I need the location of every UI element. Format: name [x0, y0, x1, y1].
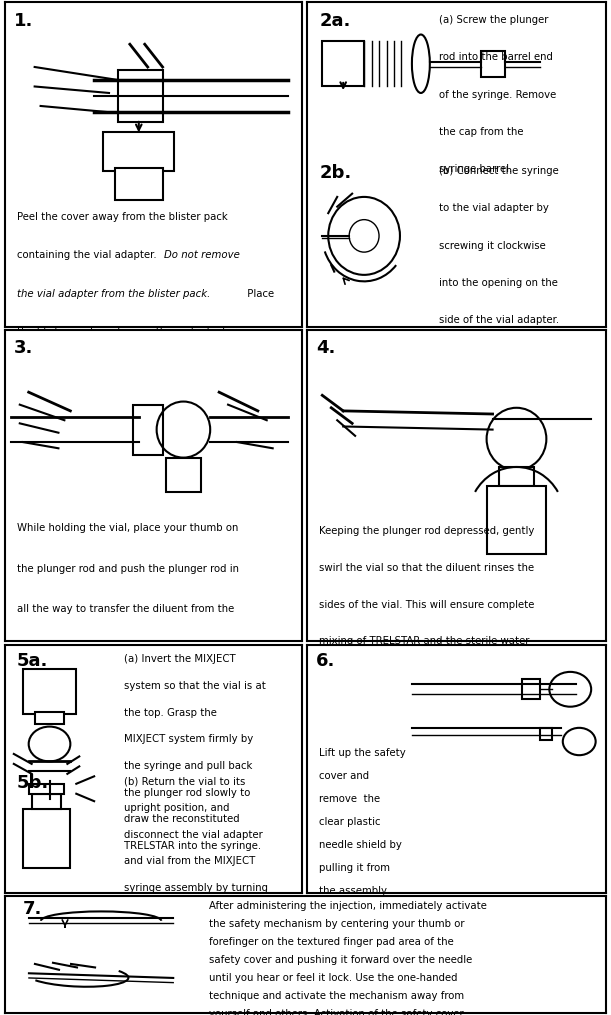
Text: disconnect the vial adapter: disconnect the vial adapter — [124, 829, 263, 839]
Bar — [522, 679, 540, 699]
Bar — [166, 458, 201, 492]
Text: containing the vial adapter.: containing the vial adapter. — [16, 250, 159, 260]
Text: syringe barrel.: syringe barrel. — [439, 164, 512, 175]
Text: forefinger on the textured finger pad area of the: forefinger on the textured finger pad ar… — [210, 937, 454, 947]
Text: all the way to transfer the diluent from the: all the way to transfer the diluent from… — [16, 604, 234, 614]
Bar — [23, 809, 70, 869]
Text: the plunger rod and push the plunger rod in: the plunger rod and push the plunger rod… — [16, 563, 239, 573]
Text: the cap from the: the cap from the — [439, 127, 523, 137]
Text: The syringe containing the: The syringe containing the — [320, 979, 455, 989]
Text: The safety cover should be: The safety cover should be — [320, 909, 456, 920]
Text: pulling it from: pulling it from — [320, 864, 390, 873]
Text: MIXJECT system firmly by: MIXJECT system firmly by — [124, 734, 253, 744]
Text: the needle facing away from you.: the needle facing away from you. — [320, 956, 489, 966]
Text: 2b.: 2b. — [320, 164, 351, 183]
Text: swirl the vial so that the diluent rinses the: swirl the vial so that the diluent rinse… — [320, 563, 535, 572]
Text: diluent. The suspension will now have a: diluent. The suspension will now have a — [320, 673, 521, 683]
Text: the plastic cap of the vial: the plastic cap of the vial — [124, 909, 253, 920]
Text: pre-filled syringe into the vial. Do not release: pre-filled syringe into the vial. Do not… — [16, 645, 246, 655]
Text: rod into the barrel end: rod into the barrel end — [439, 53, 553, 62]
Text: TRELSTAR suspension is now ready: TRELSTAR suspension is now ready — [320, 1002, 497, 1012]
Bar — [32, 794, 62, 809]
Text: Lift up the safety: Lift up the safety — [320, 748, 406, 758]
Text: draw the reconstituted: draw the reconstituted — [124, 814, 240, 824]
Bar — [481, 51, 505, 77]
Text: Remove the blister pack from the vial adapter.: Remove the blister pack from the vial ad… — [16, 444, 253, 454]
Text: needle shield by: needle shield by — [320, 840, 402, 851]
Text: the syringe and pull back: the syringe and pull back — [124, 761, 252, 771]
Text: sides of the vial. This will ensure complete: sides of the vial. This will ensure comp… — [320, 600, 535, 610]
Text: 2a.: 2a. — [320, 12, 351, 29]
Bar — [103, 132, 175, 171]
Text: to the vial adapter by: to the vial adapter by — [439, 203, 549, 213]
Text: the vial adapter from the blister pack.: the vial adapter from the blister pack. — [16, 289, 210, 298]
Text: the blister pack containing the vial adapter: the blister pack containing the vial ada… — [16, 328, 236, 337]
Text: firmly on the vial top, piercing the vial. Push: firmly on the vial top, piercing the via… — [16, 366, 241, 377]
Text: the syringe until it stops: the syringe until it stops — [439, 390, 563, 400]
Text: syringe assembly by turning: syringe assembly by turning — [124, 883, 268, 893]
Text: Keeping the plunger rod depressed, gently: Keeping the plunger rod depressed, gentl… — [320, 526, 535, 536]
Text: adapter clockwise.: adapter clockwise. — [124, 936, 222, 946]
Text: 1.: 1. — [14, 12, 33, 29]
Text: turning to ensure a: turning to ensure a — [439, 427, 536, 437]
Text: technique and activate the mechanism away from: technique and activate the mechanism awa… — [210, 992, 464, 1002]
Text: screwing it clockwise: screwing it clockwise — [439, 241, 546, 251]
Text: After administering the injection, immediately activate: After administering the injection, immed… — [210, 901, 487, 910]
Text: milky appearance. In order to avoid: milky appearance. In order to avoid — [320, 710, 500, 720]
Text: mixing of TRELSTAR and the sterile water: mixing of TRELSTAR and the sterile water — [320, 636, 530, 647]
Text: the assembly.: the assembly. — [320, 886, 389, 896]
Text: Grasp: Grasp — [124, 962, 154, 972]
Text: upright position, and: upright position, and — [124, 803, 229, 813]
Text: 3.: 3. — [14, 339, 33, 357]
Text: Place: Place — [244, 289, 274, 298]
Text: only the plastic cap when: only the plastic cap when — [124, 990, 254, 999]
Text: down gently until you feel it snap in place.: down gently until you feel it snap in pl… — [16, 405, 233, 415]
Text: until you hear or feel it lock. Use the one-handed: until you hear or feel it lock. Use the … — [210, 973, 458, 984]
Bar — [29, 784, 64, 794]
Bar — [35, 712, 64, 724]
Text: 7.: 7. — [23, 899, 42, 918]
Text: Be sure to gently twist: Be sure to gently twist — [439, 353, 554, 362]
Text: next steps without delay.: next steps without delay. — [320, 784, 447, 794]
Text: side of the vial adapter.: side of the vial adapter. — [439, 316, 559, 326]
Text: 6.: 6. — [316, 652, 335, 670]
Text: and vial from the MIXJECT: and vial from the MIXJECT — [124, 856, 255, 866]
Text: into the opening on the: into the opening on the — [439, 278, 558, 288]
Text: separation of the suspension, proceed to the: separation of the suspension, proceed to… — [320, 747, 546, 757]
Text: (b) Return the vial to its: (b) Return the vial to its — [124, 776, 245, 787]
Text: system so that the vial is at: system so that the vial is at — [124, 681, 266, 691]
Text: of the syringe. Remove: of the syringe. Remove — [439, 89, 556, 99]
Text: 4.: 4. — [316, 339, 335, 357]
Text: the safety mechanism by centering your thumb or: the safety mechanism by centering your t… — [210, 919, 465, 929]
Text: tight connection.: tight connection. — [439, 465, 525, 475]
Text: the plunger rod slowly to: the plunger rod slowly to — [124, 788, 251, 798]
Text: (a) Screw the plunger: (a) Screw the plunger — [439, 15, 548, 25]
Text: yourself and others. Activation of the safety cover: yourself and others. Activation of the s… — [210, 1010, 464, 1015]
Text: the plunger rod.: the plunger rod. — [16, 685, 98, 695]
Bar — [486, 486, 546, 554]
Text: While holding the vial, place your thumb on: While holding the vial, place your thumb… — [16, 523, 238, 533]
Text: perpendicular to the needle, with: perpendicular to the needle, with — [320, 933, 488, 943]
Text: Peel the cover away from the blister pack: Peel the cover away from the blister pac… — [16, 211, 227, 221]
Text: 5a.: 5a. — [16, 652, 48, 670]
Text: Do not remove: Do not remove — [164, 250, 240, 260]
Bar — [499, 467, 535, 486]
Text: remove  the: remove the — [320, 794, 381, 804]
Text: clear plastic: clear plastic — [320, 817, 381, 827]
Text: (b) Connect the syringe: (b) Connect the syringe — [439, 166, 558, 176]
Bar — [133, 405, 163, 455]
Text: safety cover and pushing it forward over the needle: safety cover and pushing it forward over… — [210, 955, 472, 965]
Bar — [118, 70, 163, 122]
Text: (a) Invert the MIXJECT: (a) Invert the MIXJECT — [124, 655, 235, 665]
Text: TRELSTAR into the syringe.: TRELSTAR into the syringe. — [124, 840, 261, 851]
Text: 5b.: 5b. — [16, 773, 49, 792]
Bar — [115, 167, 163, 200]
Bar — [322, 41, 364, 86]
Text: cover and: cover and — [320, 770, 370, 781]
Text: the top. Grasp the: the top. Grasp the — [124, 707, 217, 718]
Bar — [23, 670, 76, 715]
Bar — [540, 728, 552, 740]
Ellipse shape — [412, 35, 430, 93]
